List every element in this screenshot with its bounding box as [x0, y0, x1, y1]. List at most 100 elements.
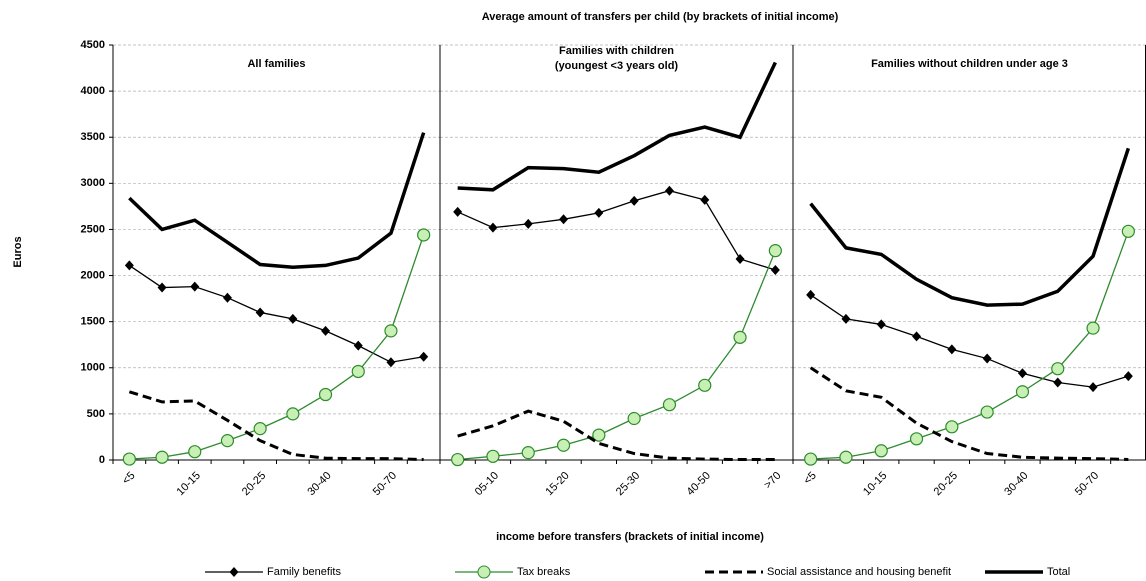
y-tick-label: 1500: [81, 316, 105, 328]
marker: [1015, 385, 1030, 399]
panel-subtitle: Families without children under age 3: [871, 58, 1068, 70]
marker: [318, 387, 333, 402]
marker: [321, 325, 331, 336]
marker: [286, 407, 300, 421]
y-tick-label: 1000: [81, 362, 105, 374]
marker: [1123, 371, 1133, 382]
marker: [190, 281, 200, 292]
marker: [386, 357, 396, 368]
marker: [909, 432, 924, 446]
marker: [222, 292, 232, 303]
marker: [155, 450, 169, 464]
marker: [945, 420, 959, 434]
marker: [768, 244, 782, 258]
x-tick-label: >70: [762, 470, 784, 492]
y-tick-label: 0: [99, 454, 105, 466]
marker: [804, 452, 818, 466]
marker: [353, 340, 363, 351]
marker: [124, 260, 134, 271]
marker: [806, 289, 816, 300]
marker: [629, 195, 639, 206]
x-tick-label: 50-70: [1073, 470, 1101, 498]
x-tick-label: 30-40: [1002, 470, 1030, 498]
marker: [912, 331, 922, 342]
marker: [982, 353, 992, 364]
marker: [594, 207, 604, 218]
marker: [157, 282, 167, 293]
marker: [288, 313, 298, 324]
marker: [488, 222, 498, 233]
marker: [1051, 362, 1065, 376]
marker: [255, 307, 265, 318]
legend-label: Family benefits: [267, 566, 341, 578]
x-tick-label: 50-70: [371, 470, 399, 498]
marker: [1121, 224, 1135, 238]
marker: [1088, 382, 1098, 393]
panel-subtitle: (youngest <3 years old): [555, 60, 679, 72]
y-tick-label: 3000: [81, 177, 105, 189]
series-line: [457, 409, 776, 462]
series-line: [128, 264, 424, 363]
marker: [451, 452, 465, 467]
marker: [523, 218, 533, 229]
legend-label: Tax breaks: [517, 566, 571, 578]
series-line: [809, 147, 1131, 307]
x-tick-label: 15-20: [543, 470, 571, 498]
marker: [521, 446, 535, 460]
marker: [733, 330, 747, 344]
marker: [486, 449, 500, 463]
series-line: [457, 61, 777, 192]
marker: [980, 405, 994, 419]
marker: [947, 344, 957, 355]
marker: [698, 378, 712, 392]
marker: [122, 452, 136, 466]
marker: [417, 228, 431, 242]
y-tick-label: 3500: [81, 131, 105, 143]
x-tick-label: 05-10: [473, 470, 501, 498]
marker: [1017, 368, 1027, 379]
marker: [770, 265, 780, 276]
marker: [453, 206, 463, 217]
series-line: [810, 294, 1129, 388]
series-line: [457, 250, 776, 461]
marker: [876, 319, 886, 330]
x-tick-label: 25-30: [614, 470, 642, 498]
marker: [559, 214, 569, 225]
x-tick-label: 40-50: [685, 470, 713, 498]
marker: [841, 313, 851, 324]
panel-subtitle: All families: [247, 58, 305, 70]
marker: [662, 398, 677, 412]
x-tick-label: 30-40: [305, 470, 333, 498]
x-tick-label: 10-15: [175, 470, 203, 498]
panel-subtitle: Families with children: [559, 45, 674, 57]
marker: [627, 411, 641, 426]
marker: [556, 438, 571, 452]
x-axis-label: income before transfers (brackets of ini…: [496, 531, 764, 543]
chart-title: Average amount of transfers per child (b…: [482, 11, 839, 23]
y-axis-label: Euros: [12, 236, 24, 267]
marker: [220, 434, 235, 448]
y-tick-label: 4500: [81, 39, 105, 51]
legend-marker: [229, 567, 239, 577]
series-line: [457, 190, 776, 271]
series-line: [809, 366, 1129, 462]
marker: [1086, 321, 1100, 335]
marker: [351, 364, 365, 379]
series-line: [810, 231, 1129, 460]
series-line: [129, 234, 425, 460]
legend-label: Total: [1047, 566, 1070, 578]
marker: [839, 450, 853, 464]
marker: [735, 253, 745, 264]
series-line: [128, 390, 424, 462]
legend-marker: [477, 565, 491, 579]
y-tick-label: 2000: [81, 269, 105, 281]
marker: [419, 351, 429, 362]
x-tick-label: <5: [120, 470, 137, 487]
y-tick-label: 4000: [81, 85, 105, 97]
marker: [592, 428, 606, 442]
marker: [384, 324, 398, 338]
marker: [700, 194, 710, 205]
y-tick-label: 500: [87, 408, 105, 420]
x-tick-label: <5: [801, 470, 818, 487]
